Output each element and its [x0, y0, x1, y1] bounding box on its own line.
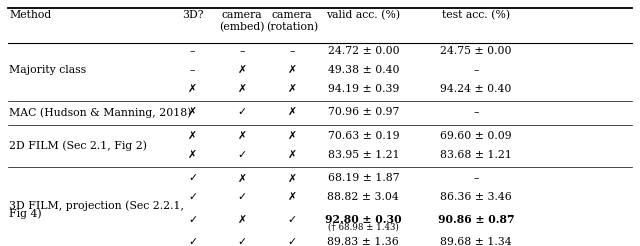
Text: 89.68 ± 1.34: 89.68 ± 1.34	[440, 237, 512, 246]
Text: ✗: ✗	[287, 108, 296, 117]
Text: –: –	[474, 65, 479, 75]
Text: 69.60 ± 0.09: 69.60 ± 0.09	[440, 131, 512, 141]
Text: ✗: ✗	[188, 131, 197, 141]
Text: 70.63 ± 0.19: 70.63 ± 0.19	[328, 131, 399, 141]
Text: 94.24 ± 0.40: 94.24 ± 0.40	[440, 84, 512, 94]
Text: ✗: ✗	[237, 173, 247, 184]
Text: ✗: ✗	[287, 173, 296, 184]
Text: –: –	[190, 46, 195, 56]
Text: ✓: ✓	[237, 237, 247, 246]
Text: 94.19 ± 0.39: 94.19 ± 0.39	[328, 84, 399, 94]
Text: 83.95 ± 1.21: 83.95 ± 1.21	[328, 150, 399, 160]
Text: 92.80 ± 0.30: 92.80 ± 0.30	[325, 214, 402, 225]
Text: –: –	[474, 108, 479, 117]
Text: 68.19 ± 1.87: 68.19 ± 1.87	[328, 173, 399, 184]
Text: ✗: ✗	[188, 84, 197, 94]
Text: ✓: ✓	[237, 192, 247, 202]
Text: 2D FILM (Sec 2.1, Fig 2): 2D FILM (Sec 2.1, Fig 2)	[9, 140, 147, 151]
Text: camera
(rotation): camera (rotation)	[266, 10, 318, 32]
Text: ✗: ✗	[287, 192, 296, 202]
Text: 90.86 ± 0.87: 90.86 ± 0.87	[438, 214, 515, 225]
Text: ✓: ✓	[188, 173, 197, 184]
Text: 24.75 ± 0.00: 24.75 ± 0.00	[440, 46, 512, 56]
Text: ✓: ✓	[237, 108, 247, 117]
Text: († 68.98 ± 1.43): († 68.98 ± 1.43)	[328, 223, 399, 232]
Text: ✓: ✓	[188, 192, 197, 202]
Text: ✗: ✗	[237, 65, 247, 75]
Text: ✗: ✗	[287, 84, 296, 94]
Text: ✗: ✗	[287, 65, 296, 75]
Text: –: –	[190, 65, 195, 75]
Text: ✓: ✓	[237, 150, 247, 160]
Text: Fig 4): Fig 4)	[9, 208, 42, 219]
Text: –: –	[474, 173, 479, 184]
Text: ✗: ✗	[287, 150, 296, 160]
Text: ✓: ✓	[287, 215, 296, 225]
Text: ✗: ✗	[287, 131, 296, 141]
Text: 70.96 ± 0.97: 70.96 ± 0.97	[328, 108, 399, 117]
Text: 3D FILM, projection (Sec 2.2.1,: 3D FILM, projection (Sec 2.2.1,	[9, 200, 184, 211]
Text: ✗: ✗	[237, 84, 247, 94]
Text: 89.83 ± 1.36: 89.83 ± 1.36	[328, 237, 399, 246]
Text: valid acc. (%): valid acc. (%)	[326, 10, 401, 21]
Text: 86.36 ± 3.46: 86.36 ± 3.46	[440, 192, 512, 202]
Text: –: –	[289, 46, 294, 56]
Text: ✓: ✓	[188, 237, 197, 246]
Text: Majority class: Majority class	[9, 65, 86, 75]
Text: 3D?: 3D?	[182, 10, 204, 20]
Text: ✓: ✓	[287, 237, 296, 246]
Text: ✗: ✗	[188, 108, 197, 117]
Text: ✓: ✓	[188, 215, 197, 225]
Text: 24.72 ± 0.00: 24.72 ± 0.00	[328, 46, 399, 56]
Text: 88.82 ± 3.04: 88.82 ± 3.04	[328, 192, 399, 202]
Text: test acc. (%): test acc. (%)	[442, 10, 510, 21]
Text: ✗: ✗	[237, 131, 247, 141]
Text: Method: Method	[9, 10, 51, 20]
Text: 83.68 ± 1.21: 83.68 ± 1.21	[440, 150, 512, 160]
Text: MAC (Hudson & Manning, 2018): MAC (Hudson & Manning, 2018)	[9, 107, 191, 118]
Text: –: –	[239, 46, 245, 56]
Text: 49.38 ± 0.40: 49.38 ± 0.40	[328, 65, 399, 75]
Text: ✗: ✗	[237, 215, 247, 225]
Text: camera
(embed): camera (embed)	[220, 10, 265, 32]
Text: ✗: ✗	[188, 150, 197, 160]
